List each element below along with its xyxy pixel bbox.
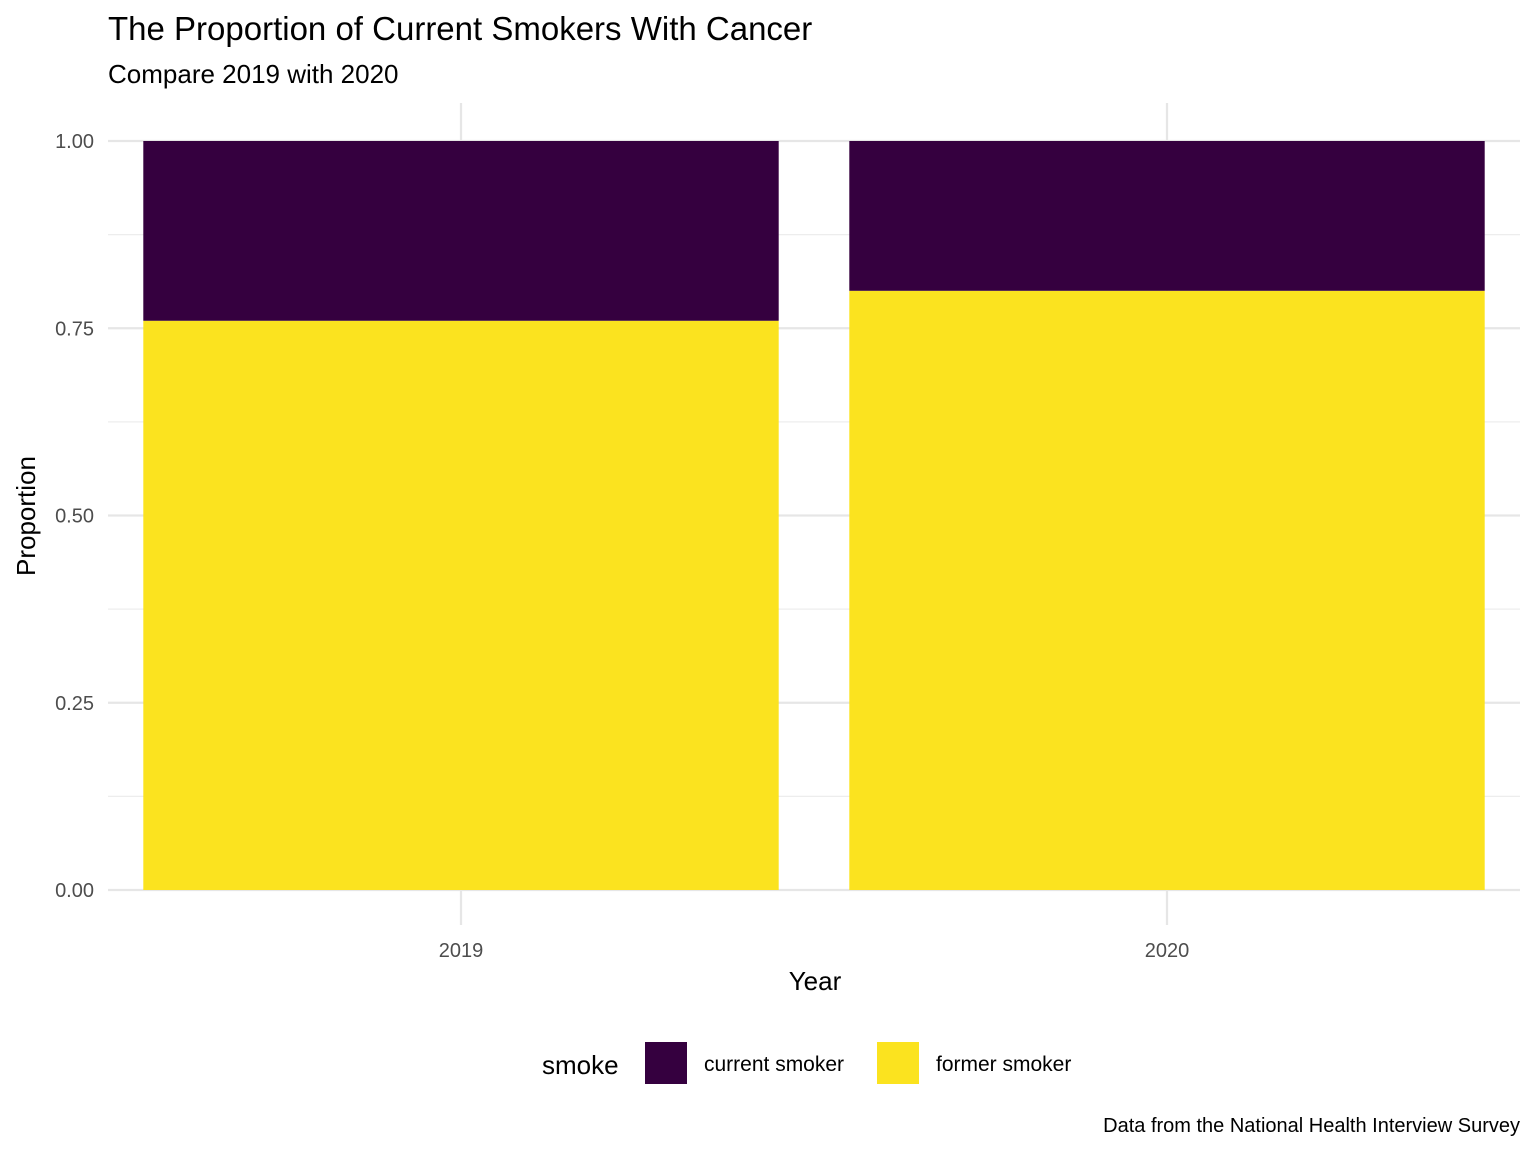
legend-title: smoke [542,1050,619,1080]
y-axis-title: Proportion [11,456,41,576]
x-axis-ticks: 2019 2020 [439,940,1190,962]
y-tick-label: 0.25 [55,693,94,715]
y-tick-label: 1.00 [55,131,94,153]
legend-key-current-smoker [645,1042,687,1084]
chart-caption: Data from the National Health Interview … [1103,1115,1520,1137]
bar-former-smoker-2020 [849,290,1485,890]
x-axis-title: Year [789,966,842,996]
chart-subtitle: Compare 2019 with 2020 [108,59,399,89]
bar-current-smoker-2020 [849,141,1485,291]
y-axis-ticks: 0.00 0.25 0.50 0.75 1.00 [55,131,94,902]
y-tick-label: 0.50 [55,506,94,528]
x-tick-label: 2020 [1145,940,1190,962]
y-tick-label: 0.00 [55,880,94,902]
y-tick-label: 0.75 [55,318,94,340]
chart-title: The Proportion of Current Smokers With C… [108,10,812,47]
bars-group [143,141,1485,890]
bar-current-smoker-2019 [143,141,779,321]
legend-label-former-smoker: former smoker [936,1053,1071,1076]
x-tick-label: 2019 [439,940,484,962]
legend: smoke current smoker former smoker [542,1042,1071,1084]
legend-label-current-smoker: current smoker [704,1053,844,1076]
bar-former-smoker-2019 [143,320,779,890]
legend-key-former-smoker [877,1042,919,1084]
